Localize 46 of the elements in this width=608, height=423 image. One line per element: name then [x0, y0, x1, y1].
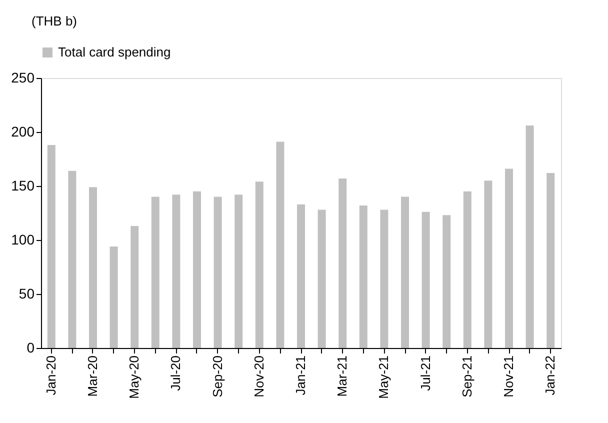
bar	[214, 196, 222, 348]
bar	[297, 204, 305, 348]
bar	[318, 210, 326, 348]
bar	[484, 180, 492, 348]
y-axis-title: (THB b)	[32, 14, 77, 28]
bar	[151, 196, 160, 348]
x-tick-label: Mar-20	[85, 356, 100, 397]
x-tick-label: Jul-21	[418, 356, 433, 391]
bar	[505, 168, 513, 348]
x-tick-label: Sep-21	[459, 356, 474, 398]
x-tick-label: Jul-20	[168, 356, 184, 391]
bar	[546, 173, 555, 348]
bar	[463, 191, 472, 348]
y-tick-label: 0	[26, 340, 35, 356]
x-tick-label: Nov-21	[501, 356, 516, 398]
bar	[380, 210, 388, 348]
bar	[110, 246, 118, 348]
x-tick-label: Mar-21	[334, 356, 350, 397]
legend-label: Total card spending	[58, 44, 171, 60]
bar	[172, 194, 180, 348]
x-tick-label: May-20	[126, 356, 142, 399]
bar	[234, 194, 243, 348]
bar	[422, 212, 430, 348]
x-tick-label: Jan-20	[43, 356, 58, 396]
bar	[359, 205, 368, 348]
bar	[89, 187, 97, 348]
bar	[526, 126, 534, 348]
bar	[68, 170, 76, 348]
y-tick-label: 100	[11, 232, 35, 248]
x-tick-label: Jan-22	[542, 356, 558, 396]
bar	[47, 144, 56, 348]
x-tick-label: Jan-21	[293, 356, 308, 396]
bar	[193, 191, 201, 348]
bar	[442, 215, 451, 348]
x-tick-label: Nov-20	[251, 356, 266, 398]
bar	[276, 142, 284, 348]
y-tick-label: 250	[11, 70, 35, 86]
x-tick-label: Sep-20	[210, 356, 225, 398]
bar	[401, 196, 409, 348]
bar	[130, 226, 139, 348]
x-tick-label: May-21	[376, 356, 392, 399]
bar	[255, 182, 264, 348]
y-tick-label: 150	[11, 178, 35, 194]
y-tick-label: 50	[18, 286, 35, 302]
y-tick-label: 200	[11, 124, 35, 140]
bar	[338, 178, 347, 348]
